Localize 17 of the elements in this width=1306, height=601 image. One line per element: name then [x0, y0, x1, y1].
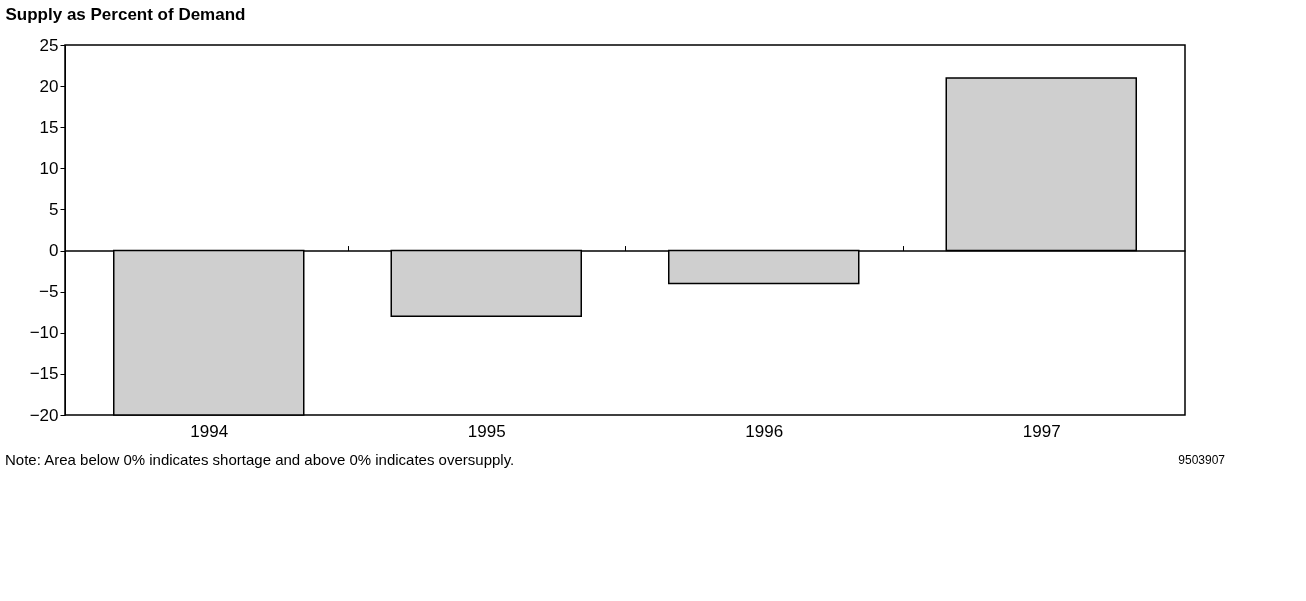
y-tick-label: 5 [49, 199, 59, 219]
text: 9503907 [1178, 453, 1226, 467]
x-tick-label: 1995 [467, 421, 506, 441]
y-tick-label: 20 [39, 76, 59, 96]
x-tick-label: 1997 [1022, 421, 1061, 441]
y-tick-label: 15 [39, 117, 59, 137]
y-tick-label: 0 [49, 241, 59, 261]
y-axis-title: Supply as Percent of Demand [5, 4, 246, 24]
y-tick-label: −15 [29, 364, 59, 384]
text: Note: Area below 0% indicates shortage and above 0% indicates oversupply. [5, 451, 515, 468]
y-tick-label: −5 [39, 282, 59, 302]
x-tick-label: 1996 [745, 421, 784, 441]
y-tick-label: 10 [39, 158, 59, 178]
y-tick-label: −20 [29, 405, 59, 425]
y-tick-label: −10 [29, 323, 59, 343]
y-tick-label: 25 [39, 35, 59, 55]
x-tick-label: 1994 [190, 421, 229, 441]
